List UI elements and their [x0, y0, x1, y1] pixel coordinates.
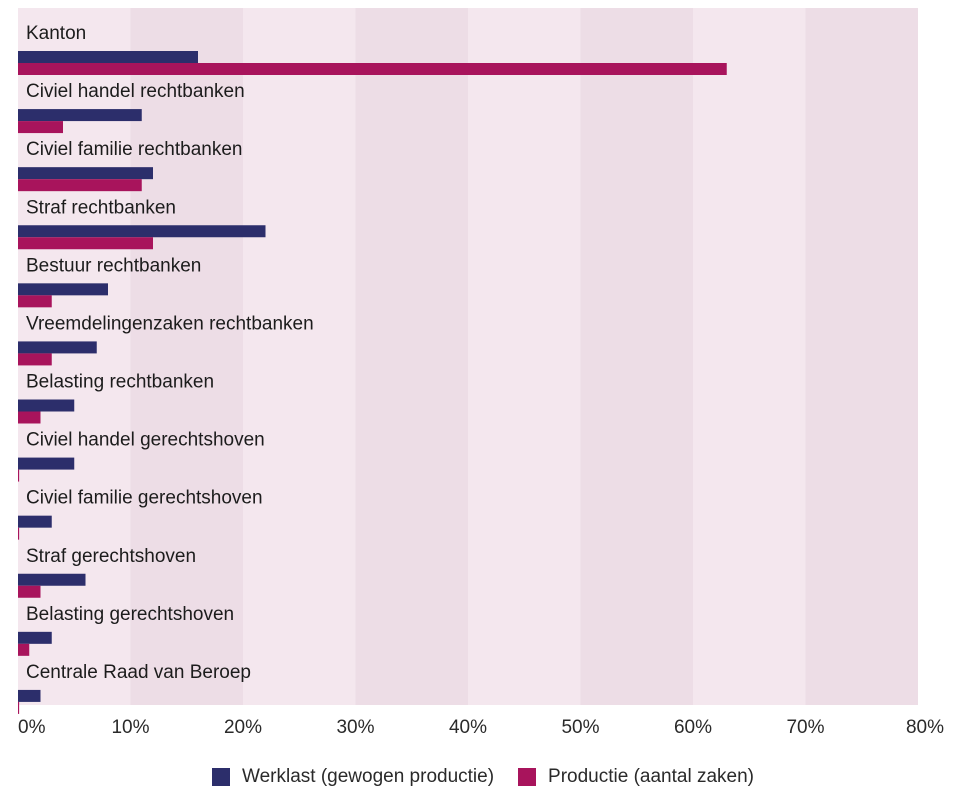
legend-item-werklast: Werklast (gewogen productie): [212, 766, 494, 788]
background-band: [355, 8, 468, 705]
bar-werklast: [18, 167, 153, 180]
category-label: Civiel familie gerechtshoven: [26, 488, 263, 509]
bar-productie: [18, 585, 41, 598]
legend-swatch-werklast: [212, 768, 230, 786]
category-label: Vreemdelingenzaken rechtbanken: [26, 313, 314, 334]
category-label: Civiel handel rechtbanken: [26, 81, 245, 102]
x-tick-label: 60%: [674, 717, 712, 738]
background-band: [243, 8, 356, 705]
bar-productie: [18, 237, 153, 250]
bar-werklast: [18, 225, 266, 238]
bar-productie: [18, 63, 727, 75]
background-band: [693, 8, 806, 705]
legend: Werklast (gewogen productie) Productie (…: [0, 766, 966, 788]
category-label: Belasting rechtbanken: [26, 372, 214, 393]
bar-werklast: [18, 109, 142, 122]
category-label: Centrale Raad van Beroep: [26, 662, 251, 683]
legend-swatch-productie: [518, 768, 537, 786]
x-tick-label: 40%: [449, 717, 487, 738]
bars-group: [18, 51, 727, 714]
background-band: [580, 8, 693, 705]
bar-werklast: [18, 573, 86, 586]
category-labels: Kanton Civiel handel rechtbanken Civiel fa…: [26, 23, 314, 683]
background-bands: [18, 8, 918, 705]
bar-productie: [18, 353, 52, 366]
bar-werklast: [18, 515, 52, 528]
legend-label-productie: Productie (aantal zaken): [548, 766, 754, 787]
x-tick-label: 50%: [561, 717, 599, 738]
category-label: Civiel familie rechtbanken: [26, 139, 243, 160]
x-tick-label: 20%: [224, 717, 262, 738]
bar-werklast: [18, 341, 97, 354]
x-tick-label: 10%: [111, 717, 149, 738]
x-tick-label: 80%: [906, 717, 944, 738]
x-tick-label: 70%: [786, 717, 824, 738]
bar-productie: [18, 179, 142, 192]
bar-werklast: [18, 283, 108, 296]
bar-productie: [18, 527, 20, 540]
bar-productie: [18, 121, 63, 134]
bar-productie: [18, 295, 52, 308]
x-tick-label: 30%: [336, 717, 374, 738]
background-band: [130, 8, 243, 705]
category-label: Straf gerechtshoven: [26, 546, 196, 567]
bar-productie: [18, 701, 20, 714]
bar-werklast: [18, 51, 198, 63]
bar-werklast: [18, 457, 75, 470]
bar-productie: [18, 643, 30, 656]
bar-werklast: [18, 689, 41, 702]
bar-productie: [18, 411, 41, 424]
category-label: Belasting gerechtshoven: [26, 604, 234, 625]
category-label: Kanton: [26, 23, 86, 44]
legend-label-werklast: Werklast (gewogen productie): [242, 766, 495, 787]
category-label: Bestuur rechtbanken: [26, 255, 201, 276]
background-band: [805, 8, 918, 705]
bar-productie: [18, 469, 20, 482]
bar-werklast: [18, 631, 52, 644]
x-tick-label: 0%: [18, 717, 46, 738]
legend-item-productie: Productie (aantal zaken): [518, 766, 754, 788]
x-axis-ticks: 0% 10% 20% 30% 40% 50% 60% 70% 80%: [18, 717, 944, 738]
background-band: [468, 8, 581, 705]
category-label: Straf rechtbanken: [26, 197, 176, 218]
bar-chart: Kanton Civiel handel rechtbanken Civiel fa…: [18, 8, 944, 738]
category-label: Civiel handel gerechtshoven: [26, 430, 265, 451]
bar-werklast: [18, 399, 75, 412]
